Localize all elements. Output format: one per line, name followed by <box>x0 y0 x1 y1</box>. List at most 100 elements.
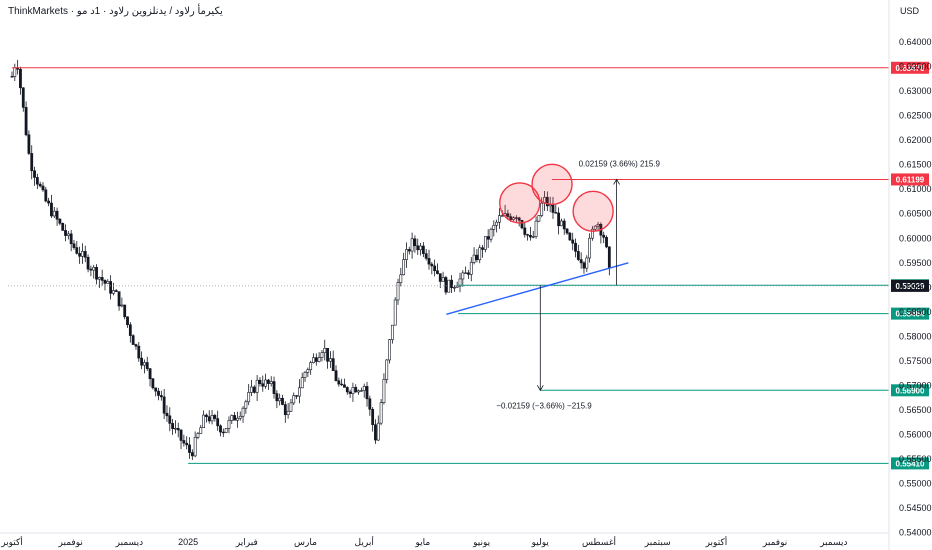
currency-label[interactable]: USD <box>900 6 920 16</box>
candle-body <box>520 220 524 229</box>
top-highlight-circle <box>572 190 614 232</box>
candle-body <box>109 281 113 294</box>
price-tick-label: 0.55500 <box>899 454 932 464</box>
candle-body <box>517 217 521 221</box>
price-tick-label: 0.54000 <box>899 528 932 538</box>
price-level-badge-text: 0.63476 <box>896 64 925 73</box>
candle-body <box>171 423 175 429</box>
candle-body <box>467 272 470 275</box>
candle-body <box>495 221 499 226</box>
chart-header: ThinkMarkets · يكيرمأ رلاود / يدنلزوين ر… <box>8 6 223 17</box>
candle-body <box>362 386 366 391</box>
price-tick-label: 0.54500 <box>899 503 932 513</box>
time-tick-label: فبراير <box>235 537 258 547</box>
candle-body <box>509 216 513 220</box>
price-tick-label: 0.60500 <box>899 209 932 219</box>
candle-body <box>300 377 304 389</box>
candle-body <box>233 415 236 421</box>
candle-body <box>331 358 335 371</box>
price-tick-label: 0.56500 <box>899 405 932 415</box>
candle-body <box>21 87 25 108</box>
annotation-layer: 0.02159 (3.66%) 215.9 −0.02159 (−3.66%) −… <box>446 159 661 410</box>
candle-body <box>286 410 290 416</box>
candle-body <box>216 418 220 427</box>
candle-body <box>458 278 462 287</box>
candle-body <box>357 390 360 393</box>
candle-body <box>407 249 411 252</box>
symbol-description: · يكيرمأ رلاود / يدنلزوين رلاود · 1د مو <box>70 6 223 17</box>
candle-body <box>174 428 177 430</box>
candle-body <box>103 280 107 284</box>
candle-body <box>526 234 530 236</box>
time-tick-label: أكتوبر <box>0 536 23 547</box>
candle-body <box>148 368 152 380</box>
candle-body <box>145 362 149 369</box>
candle-body <box>427 258 431 265</box>
candle-body <box>430 263 434 267</box>
price-tick-label: 0.62500 <box>899 111 932 121</box>
candle-body <box>514 217 518 219</box>
candle-body <box>261 383 265 387</box>
candle-body <box>176 428 180 431</box>
measure-down-arrowhead <box>536 385 544 392</box>
candle-body <box>478 247 482 261</box>
candle-body <box>131 335 135 345</box>
time-tick-label: نوفمبر <box>762 537 787 547</box>
candle-body <box>602 234 606 238</box>
candle-body <box>481 247 484 250</box>
candle-body <box>582 262 586 269</box>
candle-body <box>114 290 118 292</box>
candle-body <box>500 215 504 217</box>
candle-body <box>213 415 217 419</box>
candle-body <box>238 415 242 419</box>
candle-body <box>492 224 496 230</box>
candle-body <box>35 177 39 185</box>
candle-body <box>221 431 225 434</box>
price-tick-label: 0.59000 <box>899 282 932 292</box>
candle-body <box>185 442 189 446</box>
candle-body <box>309 362 313 370</box>
candle-body <box>143 362 146 366</box>
candle-body <box>97 277 101 280</box>
candle-body <box>469 261 473 275</box>
candle-body <box>368 398 372 410</box>
price-level-badge-text: 0.55410 <box>896 459 925 468</box>
candle-body <box>562 220 566 230</box>
candle-body <box>179 429 183 441</box>
candle-body <box>38 183 42 187</box>
candle-body <box>585 257 589 269</box>
candle-body <box>13 67 17 77</box>
candle-body <box>190 452 194 457</box>
candle-body <box>283 404 287 416</box>
time-tick-label: مايو <box>415 537 431 547</box>
candle-body <box>534 220 538 237</box>
candle-body <box>483 236 487 250</box>
candle-body <box>224 428 228 433</box>
candle-body <box>165 412 169 417</box>
candle-body <box>376 422 380 441</box>
time-tick-label: مارس <box>294 537 317 547</box>
candle-body <box>58 218 62 224</box>
candle-body <box>281 397 284 405</box>
candle-body <box>512 217 515 220</box>
candle-body <box>86 256 90 270</box>
candle-body <box>269 381 273 384</box>
candle-body <box>345 387 349 393</box>
candle-body <box>334 370 338 382</box>
candle-body <box>537 215 541 222</box>
candle-body <box>193 437 197 457</box>
candle-body <box>41 185 45 191</box>
time-axis: أكتوبر نوفمبر ديسمبر 2025 فبراير مارس أبريل ماي… <box>0 532 889 547</box>
candle-body <box>55 210 59 220</box>
candle-body <box>472 254 476 263</box>
candle-body <box>33 170 36 178</box>
candle-body <box>252 386 256 393</box>
candle-body <box>278 397 282 402</box>
price-tick-label: 0.57500 <box>899 356 932 366</box>
candle-body <box>385 359 389 380</box>
candle-body <box>247 392 251 403</box>
candle-body <box>196 433 200 438</box>
price-tick-label: 0.55000 <box>899 479 932 489</box>
price-level-badge-text: 0.58464 <box>896 310 925 319</box>
